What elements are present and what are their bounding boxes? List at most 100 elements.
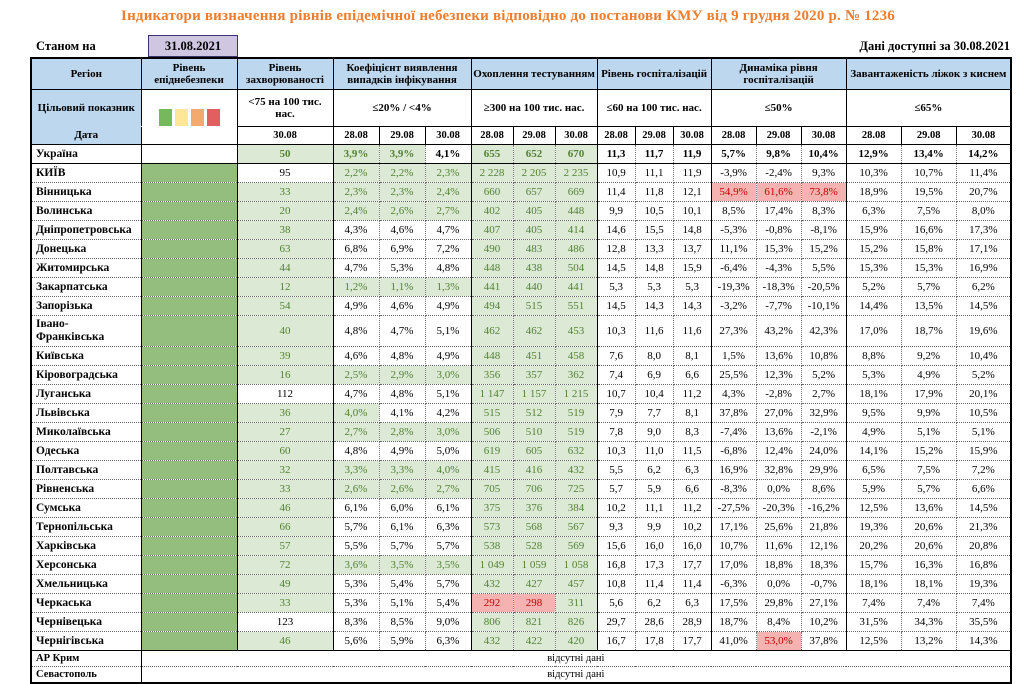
region-label: Запорізька: [31, 296, 142, 316]
value-cell: 5,3%: [333, 593, 380, 613]
date-row-label: Дата: [30, 126, 142, 145]
value-cell: 2 228: [471, 163, 514, 183]
value-cell: 12,1%: [801, 536, 847, 556]
region-label: Дніпропетровська: [31, 220, 142, 240]
value-cell: 19,6%: [956, 315, 1012, 347]
legend-yellow-square: [174, 108, 188, 126]
value-cell: 7,8: [597, 422, 636, 442]
value-cell: 95: [237, 163, 334, 183]
value-cell: 7,7: [635, 403, 674, 423]
value-cell: 2,6%: [333, 479, 380, 499]
value-cell: 10,7%: [711, 536, 757, 556]
value-cell: -5,3%: [711, 220, 757, 240]
region-label: Тернопільська: [31, 517, 142, 537]
group-header-hospitalization-dynamics: Динаміка рівня госпіталізацій: [710, 57, 847, 90]
value-cell: 4,8%: [379, 384, 426, 404]
value-cell: 15,2%: [801, 239, 847, 259]
value-cell: 19,3%: [956, 574, 1012, 594]
value-cell: 506: [471, 422, 514, 442]
value-cell: 73,8%: [801, 182, 847, 202]
value-cell: 6,1%: [425, 498, 472, 518]
value-cell: -27,5%: [711, 498, 757, 518]
value-cell: -0,7%: [801, 574, 847, 594]
value-cell: 1 059: [513, 555, 556, 575]
epidemic-level-cell: [141, 296, 238, 316]
as-of-date-field[interactable]: 31.08.2021: [148, 35, 238, 57]
value-cell: 9,9: [597, 201, 636, 221]
value-cell: 16,0: [673, 536, 712, 556]
date-cell: 30.08: [236, 126, 334, 145]
value-cell: 7,9: [597, 403, 636, 423]
value-cell: 5,1%: [956, 422, 1012, 442]
value-cell: 416: [513, 460, 556, 480]
value-cell: 510: [513, 422, 556, 442]
value-cell: 18,9%: [846, 182, 902, 202]
epidemic-level-cell: [141, 479, 238, 499]
value-cell: 18,8%: [756, 555, 802, 575]
date-cell: 29.08: [378, 126, 426, 145]
value-cell: 451: [513, 346, 556, 366]
value-cell: 29,7: [597, 612, 636, 632]
table-row: Тернопільська 66 5,7% 6,1% 6,3% 573 568 567 9,3 9…: [31, 517, 1012, 537]
value-cell: 1,2%: [333, 277, 380, 297]
value-cell: 2,6%: [379, 479, 426, 499]
value-cell: 1 215: [555, 384, 598, 404]
value-cell: 8,6%: [801, 479, 847, 499]
value-cell: 376: [513, 498, 556, 518]
value-cell: 6,3%: [425, 517, 472, 537]
value-cell: 12,5%: [846, 631, 902, 651]
value-cell: 16,9%: [956, 258, 1012, 278]
value-cell: 660: [471, 182, 514, 202]
value-cell: 422: [513, 631, 556, 651]
group-header-epidemic-level: Рівень епіднебезпеки: [140, 57, 238, 90]
target-morbidity: <75 на 100 тис. нас.: [236, 89, 334, 127]
value-cell: 7,4%: [956, 593, 1012, 613]
page-title: Індикатори визначення рівнів епідемічної…: [121, 8, 895, 24]
value-cell: 6,3%: [425, 631, 472, 651]
value-cell: 5,3%: [379, 258, 426, 278]
region-label: Львівська: [31, 403, 142, 423]
value-cell: 17,3: [635, 555, 674, 575]
region-label: Івано- Франківська: [31, 315, 142, 347]
value-cell: 18,1%: [846, 574, 902, 594]
region-label: Миколаївська: [31, 422, 142, 442]
value-cell: 10,8%: [801, 346, 847, 366]
value-cell: 20,2%: [846, 536, 902, 556]
value-cell: 11,1: [635, 163, 674, 183]
region-column-header: Регіон: [30, 57, 142, 90]
value-cell: 66: [237, 517, 334, 537]
value-cell: 53,0%: [756, 631, 802, 651]
date-cell: 28.08: [710, 126, 757, 145]
value-cell: 19,5%: [901, 182, 957, 202]
value-cell: 3,3%: [333, 460, 380, 480]
group-header-testing: Охоплення тестуванням: [470, 57, 598, 90]
value-cell: 5,4%: [379, 574, 426, 594]
target-oxygen-beds: ≤65%: [845, 89, 1012, 127]
value-cell: 14,6: [597, 220, 636, 240]
region-label: Полтавська: [31, 460, 142, 480]
value-cell: 16,8%: [956, 555, 1012, 575]
value-cell: 448: [471, 258, 514, 278]
group-header-oxygen-beds: Завантаженість ліжок з киснем: [845, 57, 1012, 90]
epidemic-level-cell: [141, 517, 238, 537]
value-cell: 6,1%: [333, 498, 380, 518]
value-cell: 4,9%: [333, 296, 380, 316]
value-cell: 9,3: [597, 517, 636, 537]
value-cell: 10,4%: [801, 144, 847, 164]
table-row: Дніпропетровська 38 4,3% 4,6% 4,7% 407 405 414 1…: [31, 220, 1012, 240]
value-cell: 17,1%: [711, 517, 757, 537]
value-cell: 42,3%: [801, 315, 847, 347]
value-cell: 17,0%: [846, 315, 902, 347]
table-row: Київська 39 4,6% 4,8% 4,9% 448 451 458 7,6 8,0 8,1…: [31, 346, 1012, 366]
value-cell: 414: [555, 220, 598, 240]
value-cell: 15,3%: [756, 239, 802, 259]
value-cell: 458: [555, 346, 598, 366]
value-cell: 0,0%: [756, 479, 802, 499]
table-row: Закарпатська 12 1,2% 1,1% 1,3% 441 440 441 5,3 5,…: [31, 277, 1012, 297]
value-cell: 8,8%: [846, 346, 902, 366]
value-cell: 15,9%: [956, 441, 1012, 461]
value-cell: 5,3: [635, 277, 674, 297]
target-row-label: Цільовий показник: [30, 89, 142, 127]
value-cell: 7,4%: [901, 593, 957, 613]
table-row: Херсонська 72 3,6% 3,5% 3,5% 1 049 1 059 1 058 1…: [31, 555, 1012, 575]
